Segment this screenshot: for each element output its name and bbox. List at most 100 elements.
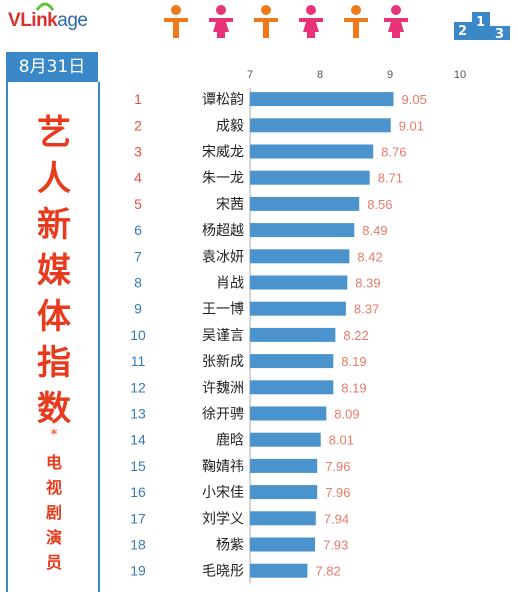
logo-age: age [57,10,88,31]
category-label: 毛晓彤 [202,564,244,580]
rank-label: 13 [130,406,146,422]
category-label: 鹿晗 [216,432,244,449]
bar [250,327,336,342]
person-icon [299,5,323,38]
rank-label: 17 [130,510,146,526]
rank-label: 19 [130,563,146,579]
podium-digit-1: 1 [476,15,485,30]
left-panel: 8月31日 艺 人 新 媒 体 指 数 * 电 视 剧 演 员 [0,52,108,592]
title-char: 数 [37,389,71,429]
person-icon [254,5,278,38]
data-label: 7.93 [323,538,348,553]
logo-link: Link [20,10,58,31]
bar [250,432,321,447]
category-label: 刘学义 [202,511,244,527]
bar [250,380,334,395]
bar [250,223,355,238]
data-label: 7.94 [324,511,349,526]
date-label: 8月31日 [6,52,98,82]
bar [250,458,318,473]
bar [250,511,316,526]
category-label: 宋茜 [216,197,244,213]
person-icon [209,5,233,38]
rank-label: 10 [130,327,146,343]
podium-digit-3: 3 [495,27,504,40]
data-label: 8.19 [341,380,366,395]
data-label: 8.19 [341,354,366,369]
category-label: 朱一龙 [202,171,244,187]
category-label: 小宋佳 [202,485,244,501]
x-tick-label: 10 [454,69,466,81]
rank-label: 16 [130,484,146,500]
data-label: 8.49 [362,223,387,238]
bar [250,196,360,211]
data-label: 8.39 [355,276,380,291]
bar [250,537,316,552]
rank-label: 2 [134,117,142,133]
bar [250,249,350,264]
asterisk: * [50,427,58,443]
category-label: 徐开骋 [202,407,244,423]
data-label: 7.96 [325,485,350,500]
title-char: 人 [37,159,71,199]
bar [250,301,346,316]
category-label: 许魏洲 [202,380,244,396]
data-label: 7.82 [315,564,340,579]
subtitle-char: 视 [45,478,62,497]
side-frame [6,82,100,592]
category-label: 袁冰妍 [202,249,244,265]
bar [250,170,370,185]
data-label: 8.09 [334,407,359,422]
data-label: 8.42 [357,249,382,264]
subtitle-char: 演 [45,528,62,547]
person-icon [384,5,408,38]
title-char: 艺 [37,113,71,153]
rank-label: 11 [131,353,146,369]
category-label: 王一博 [202,301,244,318]
rank-label: 7 [134,248,142,264]
main-title: 艺 人 新 媒 体 指 数 [0,110,108,432]
data-label: 8.71 [378,171,403,186]
title-char: 新 [37,205,71,245]
subtitle-char: 电 [45,453,62,472]
podium-icon: 2 1 3 [454,12,510,40]
bar [250,144,374,159]
rank-label: 14 [130,432,146,448]
category-label: 宋威龙 [202,145,244,161]
rank-label: 8 [134,275,142,291]
data-label: 8.01 [329,433,354,448]
subtitle-char: 员 [45,553,62,572]
logo-v: V [8,10,21,31]
rank-label: 15 [130,458,146,474]
x-tick-label: 8 [317,69,323,81]
rank-label: 6 [134,222,142,238]
rank-label: 5 [134,196,142,212]
data-label: 8.56 [367,197,392,212]
x-tick-label: 7 [247,69,253,81]
data-label: 9.05 [402,92,427,107]
rank-label: 3 [134,144,142,160]
title-char: 体 [37,297,71,337]
title-char: 指 [37,343,71,383]
category-label: 杨超越 [202,223,244,239]
person-icon [164,5,188,38]
rank-label: 12 [130,379,146,395]
header: VLinkage 2 1 3 [0,0,518,44]
logo-mark-icon [35,2,55,11]
bar [250,92,394,107]
brand-logo: VLinkage [8,10,88,32]
rank-label: 18 [130,537,146,553]
data-label: 8.76 [381,145,406,160]
category-label: 张新成 [202,354,244,370]
bar [250,485,318,500]
bar [250,406,327,421]
category-label: 成毅 [216,117,244,134]
rank-label: 1 [134,91,142,107]
rank-label: 9 [134,301,142,317]
data-label: 7.96 [325,459,350,474]
bar [250,118,391,133]
category-label: 鞠婧祎 [202,459,244,475]
bar [250,563,308,578]
data-label: 8.37 [354,302,379,317]
x-tick-label: 9 [387,69,393,81]
